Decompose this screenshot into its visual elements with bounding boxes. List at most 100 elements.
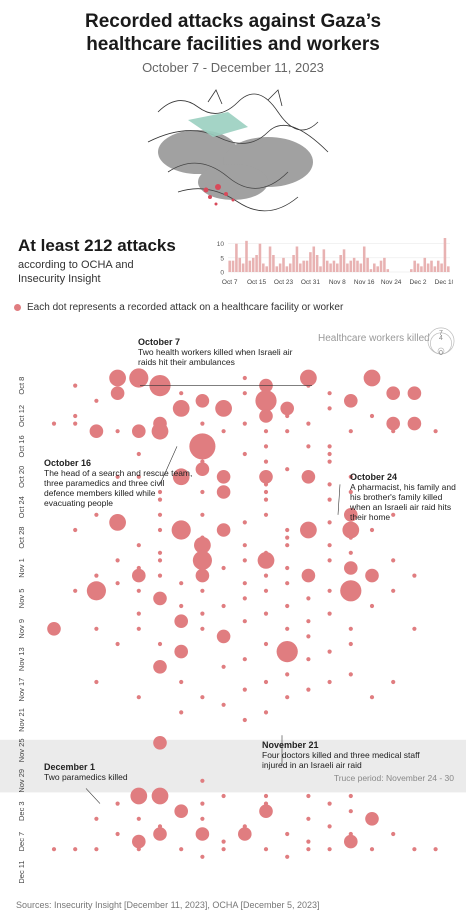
attack-dot	[221, 793, 226, 799]
attack-dot	[179, 603, 184, 609]
annotation-nov21-title: November 21	[262, 740, 319, 750]
attack-dot	[242, 558, 247, 563]
chart-title: Recorded attacks against Gaza’s healthca…	[0, 10, 466, 56]
attack-dot	[153, 736, 167, 750]
attack-dot	[327, 649, 332, 654]
attack-dot	[136, 816, 141, 821]
annotation-dec1-title: December 1	[44, 762, 96, 772]
mini-bar	[386, 269, 390, 272]
attack-dot	[136, 611, 141, 616]
legend-dot-icon	[14, 304, 21, 311]
attack-dot	[327, 679, 332, 685]
attack-dot	[200, 611, 205, 616]
attack-dot	[407, 386, 422, 400]
attack-dot	[348, 429, 353, 434]
mini-bar	[309, 252, 312, 272]
attack-dot	[136, 451, 141, 457]
attack-dot	[136, 543, 141, 548]
attack-dot	[259, 409, 273, 423]
mini-x-tick-label: Dec 10	[435, 279, 453, 286]
timeline-date-label: Nov 5	[17, 589, 26, 609]
attack-dot	[94, 512, 99, 517]
attack-dot	[242, 581, 247, 586]
attack-dot	[157, 641, 163, 647]
attack-dot	[115, 429, 120, 434]
mini-bar	[346, 263, 349, 272]
mini-bar	[272, 255, 275, 272]
mini-bar	[325, 260, 329, 272]
truce-period-label: Truce period: November 24 - 30	[333, 773, 454, 783]
attack-dot	[306, 687, 311, 692]
mini-bar	[336, 263, 339, 272]
attack-dot	[157, 573, 163, 578]
attack-dot	[285, 603, 290, 609]
attack-dot	[263, 679, 269, 685]
timeline-date-label: Oct 16	[17, 435, 26, 457]
timeline-date-label: Oct 12	[17, 405, 26, 427]
attack-dot	[285, 831, 290, 837]
annotation-oct24: October 24 A pharmacist, his family and …	[350, 472, 460, 522]
attack-dot	[306, 596, 311, 601]
attack-dot	[195, 827, 210, 841]
size-legend-label: 0	[439, 350, 443, 356]
attack-dot	[344, 508, 358, 522]
attack-dot	[110, 386, 125, 400]
attack-dot	[200, 489, 205, 495]
attack-dot	[363, 369, 381, 387]
mini-x-tick-label: Oct 15	[247, 279, 267, 286]
chart-subtitle: October 7 - December 11, 2023	[142, 60, 324, 75]
annotation-nov21-text: Four doctors killed and three medical st…	[262, 750, 420, 770]
attack-dot	[369, 527, 375, 533]
attack-dot	[200, 854, 205, 859]
timeline-date-label: Nov 29	[17, 769, 26, 793]
attack-dot	[327, 406, 332, 411]
attack-dot	[221, 603, 226, 609]
attack-dot	[255, 390, 277, 412]
annotation-oct24-text: A pharmacist, his family and his brother…	[350, 482, 456, 522]
attack-dot	[327, 459, 332, 464]
attack-dot	[157, 558, 163, 563]
attack-dot	[192, 550, 212, 570]
attack-dot	[391, 429, 396, 434]
attack-dot	[221, 664, 226, 669]
timeline-date-label: Dec 3	[17, 801, 26, 821]
annotation-leader-line	[159, 446, 178, 485]
attack-dot	[195, 462, 210, 476]
annotation-nov21: November 21 Four doctors killed and thre…	[262, 740, 422, 770]
attack-dot	[327, 444, 332, 449]
mini-x-tick-label: Dec 2	[410, 279, 427, 286]
attack-dot	[369, 847, 375, 852]
attack-dot	[412, 573, 417, 578]
attack-dot	[263, 588, 269, 593]
attack-dot	[174, 644, 188, 659]
mini-bar	[315, 255, 319, 272]
attack-dot	[115, 831, 120, 837]
attack-dot	[306, 619, 311, 624]
attack-dot	[189, 433, 216, 460]
timeline-date-label: Oct 28	[17, 527, 26, 549]
attack-dot	[194, 536, 211, 554]
mini-bar	[238, 257, 242, 272]
attack-dot	[369, 413, 375, 419]
timeline-date-label: Nov 1	[17, 558, 26, 578]
sources-note: Sources: Insecurity Insight [December 11…	[16, 900, 320, 910]
mini-bar	[362, 246, 366, 272]
illustration-image	[147, 89, 329, 212]
attack-dot	[157, 527, 163, 533]
attack-dot	[242, 717, 247, 723]
mini-bar	[255, 255, 258, 272]
attack-dot	[242, 543, 247, 548]
timeline-date-label: Oct 24	[17, 496, 26, 518]
annotation-oct24-title: October 24	[350, 472, 398, 482]
mini-bar	[420, 266, 423, 272]
attack-dot	[344, 834, 358, 849]
attack-dot	[386, 416, 401, 431]
mini-bar	[329, 263, 332, 272]
mini-bar	[248, 260, 252, 272]
timeline-date-label: Dec 11	[17, 860, 26, 883]
mini-bar	[245, 240, 248, 272]
attack-dot	[257, 552, 275, 569]
mini-x-tick-label: Nov 8	[329, 279, 346, 286]
mini-bar	[376, 266, 379, 272]
attack-dot	[115, 641, 120, 647]
